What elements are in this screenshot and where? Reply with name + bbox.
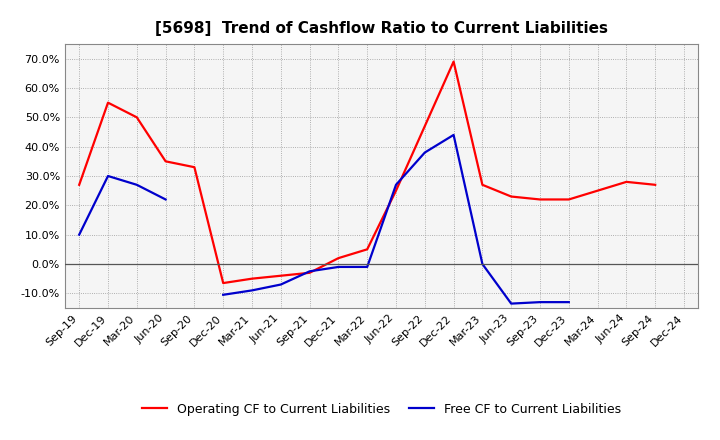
Free CF to Current Liabilities [420,150,429,155]
Operating CF to Current Liabilities [248,276,256,281]
Free CF to Current Liabilities [305,269,314,274]
Free CF to Current Liabilities [219,292,228,297]
Operating CF to Current Liabilities [449,59,458,64]
Legend: Operating CF to Current Liabilities, Free CF to Current Liabilities: Operating CF to Current Liabilities, Fre… [137,398,626,421]
Free CF to Current Liabilities [622,226,631,231]
Line: Free CF to Current Liabilities: Free CF to Current Liabilities [79,135,626,304]
Title: [5698]  Trend of Cashflow Ratio to Current Liabilities: [5698] Trend of Cashflow Ratio to Curren… [155,21,608,36]
Free CF to Current Liabilities [104,173,112,179]
Line: Operating CF to Current Liabilities: Operating CF to Current Liabilities [79,62,655,283]
Free CF to Current Liabilities [334,264,343,270]
Free CF to Current Liabilities [564,300,573,305]
Operating CF to Current Liabilities [334,256,343,261]
Operating CF to Current Liabilities [651,182,660,187]
Operating CF to Current Liabilities [305,270,314,275]
Free CF to Current Liabilities [507,301,516,306]
Free CF to Current Liabilities [132,182,141,187]
Free CF to Current Liabilities [478,261,487,267]
Operating CF to Current Liabilities [622,179,631,184]
Operating CF to Current Liabilities [392,188,400,193]
Free CF to Current Liabilities [75,232,84,237]
Operating CF to Current Liabilities [132,115,141,120]
Operating CF to Current Liabilities [420,124,429,129]
Operating CF to Current Liabilities [161,159,170,164]
Operating CF to Current Liabilities [276,273,285,279]
Free CF to Current Liabilities [161,197,170,202]
Operating CF to Current Liabilities [593,188,602,193]
Free CF to Current Liabilities [276,282,285,287]
Operating CF to Current Liabilities [219,280,228,286]
Operating CF to Current Liabilities [363,247,372,252]
Operating CF to Current Liabilities [536,197,544,202]
Operating CF to Current Liabilities [564,197,573,202]
Operating CF to Current Liabilities [104,100,112,105]
Free CF to Current Liabilities [449,132,458,138]
Free CF to Current Liabilities [363,264,372,270]
Operating CF to Current Liabilities [507,194,516,199]
Free CF to Current Liabilities [392,182,400,187]
Free CF to Current Liabilities [248,288,256,293]
Operating CF to Current Liabilities [190,165,199,170]
Operating CF to Current Liabilities [478,182,487,187]
Operating CF to Current Liabilities [75,182,84,187]
Free CF to Current Liabilities [536,300,544,305]
